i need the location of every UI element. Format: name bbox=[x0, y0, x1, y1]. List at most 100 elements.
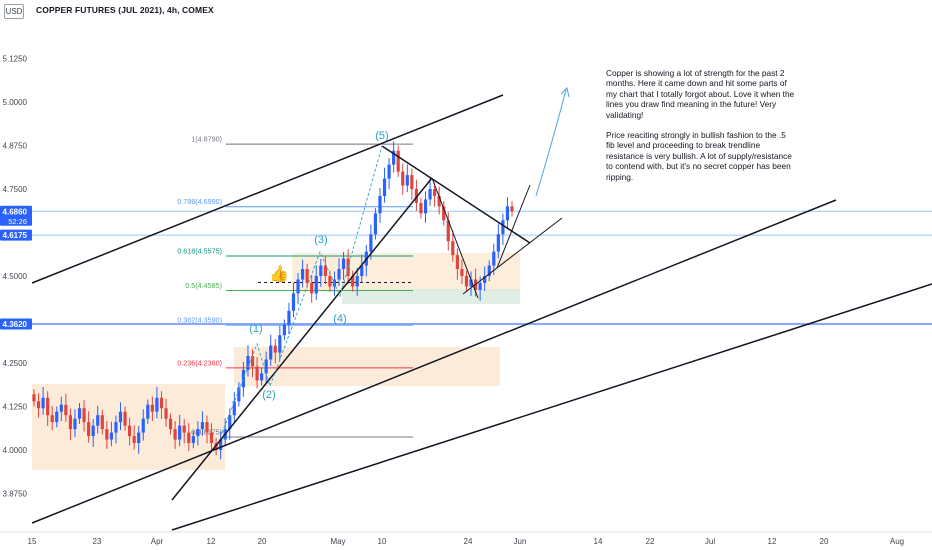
candle bbox=[41, 397, 45, 409]
x-tick-label: 24 bbox=[464, 537, 473, 546]
candle bbox=[123, 411, 127, 426]
candle bbox=[291, 293, 296, 311]
y-tick-label: 4.7500 bbox=[3, 185, 28, 194]
y-tick-label: 5.0000 bbox=[3, 98, 28, 107]
elliott-wave-path bbox=[221, 145, 383, 434]
candle bbox=[382, 178, 387, 196]
candle bbox=[173, 429, 177, 440]
candle bbox=[496, 234, 500, 252]
x-tick-label: 14 bbox=[594, 537, 603, 546]
candle bbox=[46, 397, 50, 416]
chart-title: COPPER FUTURES (JUL 2021), 4h, COMEX bbox=[36, 5, 214, 15]
x-tick-label: 12 bbox=[768, 537, 777, 546]
candle bbox=[505, 206, 510, 221]
candle bbox=[310, 282, 314, 294]
candle bbox=[232, 401, 236, 416]
candle bbox=[100, 415, 104, 430]
candle bbox=[32, 394, 36, 402]
price-tag bbox=[0, 205, 32, 226]
candle bbox=[241, 369, 246, 388]
candle bbox=[128, 425, 132, 437]
candle bbox=[150, 404, 154, 412]
candle bbox=[114, 422, 118, 433]
price-tag-value: 4.3620 bbox=[3, 320, 28, 329]
y-tick-label: 5.1250 bbox=[3, 55, 28, 64]
candle bbox=[478, 282, 482, 290]
currency-badge[interactable]: USD bbox=[4, 4, 24, 19]
resistance-zone-lower bbox=[234, 347, 500, 386]
candle bbox=[401, 171, 405, 186]
candle bbox=[187, 432, 191, 444]
candle bbox=[328, 276, 332, 287]
x-tick-label: Apr bbox=[151, 537, 164, 546]
x-tick-label: 10 bbox=[378, 537, 387, 546]
x-tick-label: Jul bbox=[705, 537, 715, 546]
candle bbox=[182, 425, 186, 433]
wedge-line-b bbox=[462, 217, 563, 295]
x-tick-label: Aug bbox=[890, 537, 904, 546]
channel-lower-line bbox=[171, 283, 932, 531]
price-tag-value: 4.6860 bbox=[3, 207, 28, 216]
impulse-trendline bbox=[171, 177, 433, 501]
candle bbox=[373, 213, 378, 235]
candle bbox=[300, 269, 305, 280]
annotation-paragraph-1: Copper is showing a lot of strength for … bbox=[606, 68, 795, 120]
candle bbox=[164, 408, 168, 419]
wave-label: (2) bbox=[262, 389, 275, 401]
candle bbox=[341, 258, 346, 270]
annotation-paragraph-2: Price reaciting strongly in bullish fash… bbox=[606, 130, 792, 182]
candle bbox=[282, 324, 286, 336]
candle bbox=[392, 150, 396, 165]
candle bbox=[155, 397, 159, 412]
y-tick-label: 4.1250 bbox=[3, 403, 28, 412]
candle bbox=[264, 359, 268, 374]
candle bbox=[246, 356, 250, 370]
candle bbox=[73, 418, 77, 430]
candle bbox=[96, 415, 100, 426]
wave-label: (5) bbox=[375, 130, 388, 142]
projection-arrowhead bbox=[560, 87, 570, 98]
fib-label: 0.786(4.6990) bbox=[177, 197, 222, 206]
candle bbox=[59, 404, 63, 412]
descending-resistance-line bbox=[381, 145, 531, 244]
candle bbox=[355, 276, 359, 287]
candle bbox=[228, 415, 232, 430]
channel-upper-line bbox=[31, 94, 504, 284]
x-tick-label: 23 bbox=[93, 537, 102, 546]
wedge-line-a bbox=[431, 177, 479, 299]
candle bbox=[423, 199, 428, 214]
candle bbox=[483, 276, 487, 283]
candle bbox=[109, 432, 113, 440]
candle bbox=[68, 415, 73, 430]
candle bbox=[196, 429, 200, 437]
candle bbox=[464, 276, 469, 287]
candle bbox=[278, 335, 282, 353]
candle bbox=[442, 206, 446, 221]
candle bbox=[360, 265, 364, 276]
x-tick-label: 20 bbox=[258, 537, 267, 546]
annotation-note[interactable]: Copper is showing a lot of strength for … bbox=[606, 68, 796, 192]
x-tick-label: Jun bbox=[514, 537, 527, 546]
candle bbox=[487, 265, 491, 276]
candle bbox=[77, 408, 82, 419]
candle bbox=[269, 345, 273, 360]
fib-label: 0.5(4.4585) bbox=[185, 281, 222, 290]
candle bbox=[200, 422, 205, 430]
candle bbox=[250, 356, 255, 367]
candle bbox=[205, 422, 209, 433]
fib-label: 0.236(4.2360) bbox=[177, 358, 222, 367]
candle bbox=[105, 429, 109, 440]
candle bbox=[469, 279, 473, 287]
x-tick-label: 15 bbox=[28, 537, 37, 546]
candle bbox=[287, 310, 291, 325]
fib-zone-half bbox=[342, 289, 520, 304]
candle bbox=[178, 425, 182, 440]
candle bbox=[305, 269, 309, 283]
candle bbox=[501, 220, 505, 235]
candle bbox=[451, 241, 455, 256]
candle bbox=[87, 422, 91, 437]
fib-label: 0.618(4.5575) bbox=[177, 246, 222, 255]
candle bbox=[273, 345, 277, 353]
